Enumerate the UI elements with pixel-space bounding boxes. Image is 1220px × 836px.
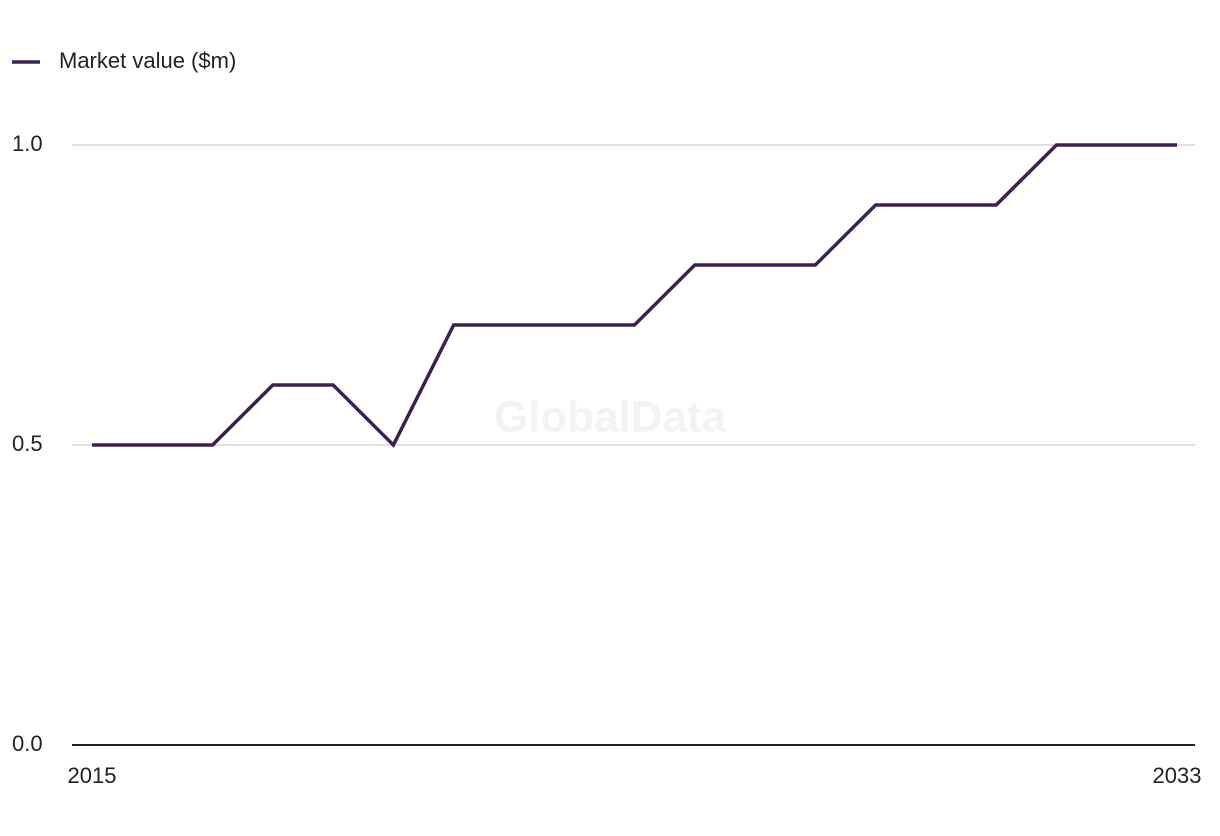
watermark: GlobalData [494,393,727,442]
x-tick-label: 2015 [68,763,117,788]
series-line [92,143,1177,448]
y-tick-label: 0.5 [12,431,43,456]
x-tick-label: 2033 [1153,763,1202,788]
legend-label: Market value ($m) [59,48,236,73]
y-tick-label: 0.0 [12,731,43,756]
y-tick-label: 1.0 [12,131,43,156]
